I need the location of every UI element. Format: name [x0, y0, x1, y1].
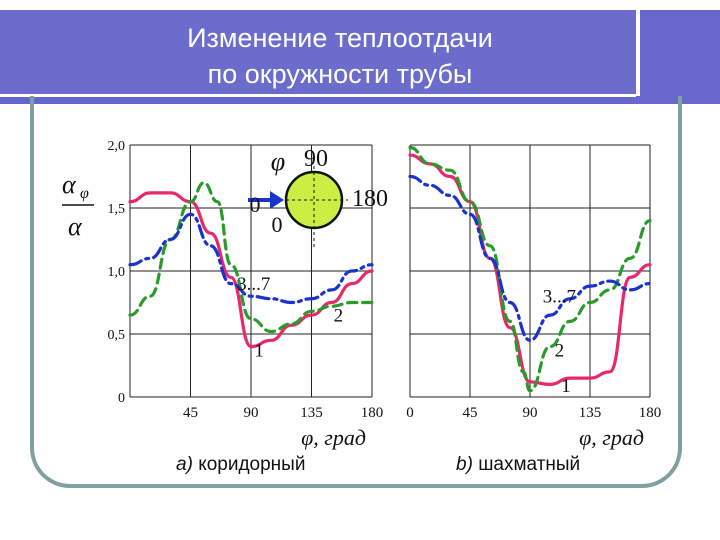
- panel-b-x-axis-label: φ, град: [579, 425, 644, 450]
- panel-a-y-tick-label: 1,5: [108, 202, 126, 217]
- y-label-numerator: α: [62, 170, 77, 199]
- panel-a-y-tick-label: 0,5: [108, 328, 126, 343]
- panel-a-y-tick-label: 2,0: [108, 139, 126, 154]
- panel-a-x-tick-label: 180: [361, 405, 384, 421]
- panel-a-x-tick-label: 135: [300, 405, 323, 421]
- title-underline: [0, 94, 636, 97]
- panel-b-series-label: 2: [555, 341, 565, 362]
- caption-a-text: коридорный: [198, 454, 306, 475]
- flow-arrow-icon: [270, 191, 284, 209]
- panel-b-x-tick-label: 90: [523, 405, 538, 421]
- inset-angle-90: 90: [304, 146, 328, 172]
- panel-a-y-tick-label: 0: [118, 391, 125, 406]
- panel-a-x-tick-label: 45: [183, 405, 198, 421]
- panel-a-y-axis-label: α φα: [62, 170, 94, 241]
- panel-b-series-label: 3...7: [543, 287, 576, 308]
- panel-b-x-tick-label: 135: [579, 405, 602, 421]
- inset-angle-0-arrow: 0: [250, 192, 261, 217]
- panel-a-series-line-2: [128, 212, 374, 305]
- panel-a-series-label: 3...7: [237, 274, 270, 295]
- caption-a-letter: а): [176, 454, 193, 475]
- caption-b-letter: b): [456, 454, 473, 475]
- page-title: Изменение теплоотдачи по окружности труб…: [130, 20, 550, 92]
- title-line-1: Изменение теплоотдачи: [187, 23, 493, 53]
- caption-b-text: шахматный: [478, 454, 581, 475]
- content-frame: [30, 96, 682, 488]
- panel-a-x-axis-label: φ, град: [301, 425, 366, 450]
- panel-b-x-tick-label: 0: [406, 405, 414, 421]
- y-label-denominator: α: [68, 212, 83, 241]
- panel-b-x-tick-label: 45: [463, 405, 478, 421]
- panel-a-series-line-0: [128, 191, 374, 349]
- title-line-2: по окружности трубы: [207, 59, 473, 89]
- panel-b-series-label: 1: [561, 376, 571, 397]
- panel-a-series-label: 1: [254, 341, 264, 362]
- caption-b: b) шахматный: [456, 454, 580, 476]
- panel-b-series-line-1: [408, 145, 652, 393]
- inset-phi-label: φ: [271, 147, 285, 176]
- panel-a-x-tick-label: 90: [244, 405, 259, 421]
- caption-a: а) коридорный: [176, 454, 305, 476]
- inset-angle-180: 180: [352, 186, 388, 212]
- inset-angle-0-below: 0: [272, 212, 283, 237]
- title-bar: [0, 10, 640, 96]
- panel-b-x-tick-label: 180: [639, 405, 662, 421]
- y-label-subscript: φ: [80, 185, 89, 202]
- panel-a-series-label: 2: [334, 305, 344, 326]
- panel-b-series-line-0: [408, 153, 652, 387]
- panel-b-series-line-2: [408, 174, 652, 342]
- panel-a-y-tick-label: 1,0: [108, 265, 126, 280]
